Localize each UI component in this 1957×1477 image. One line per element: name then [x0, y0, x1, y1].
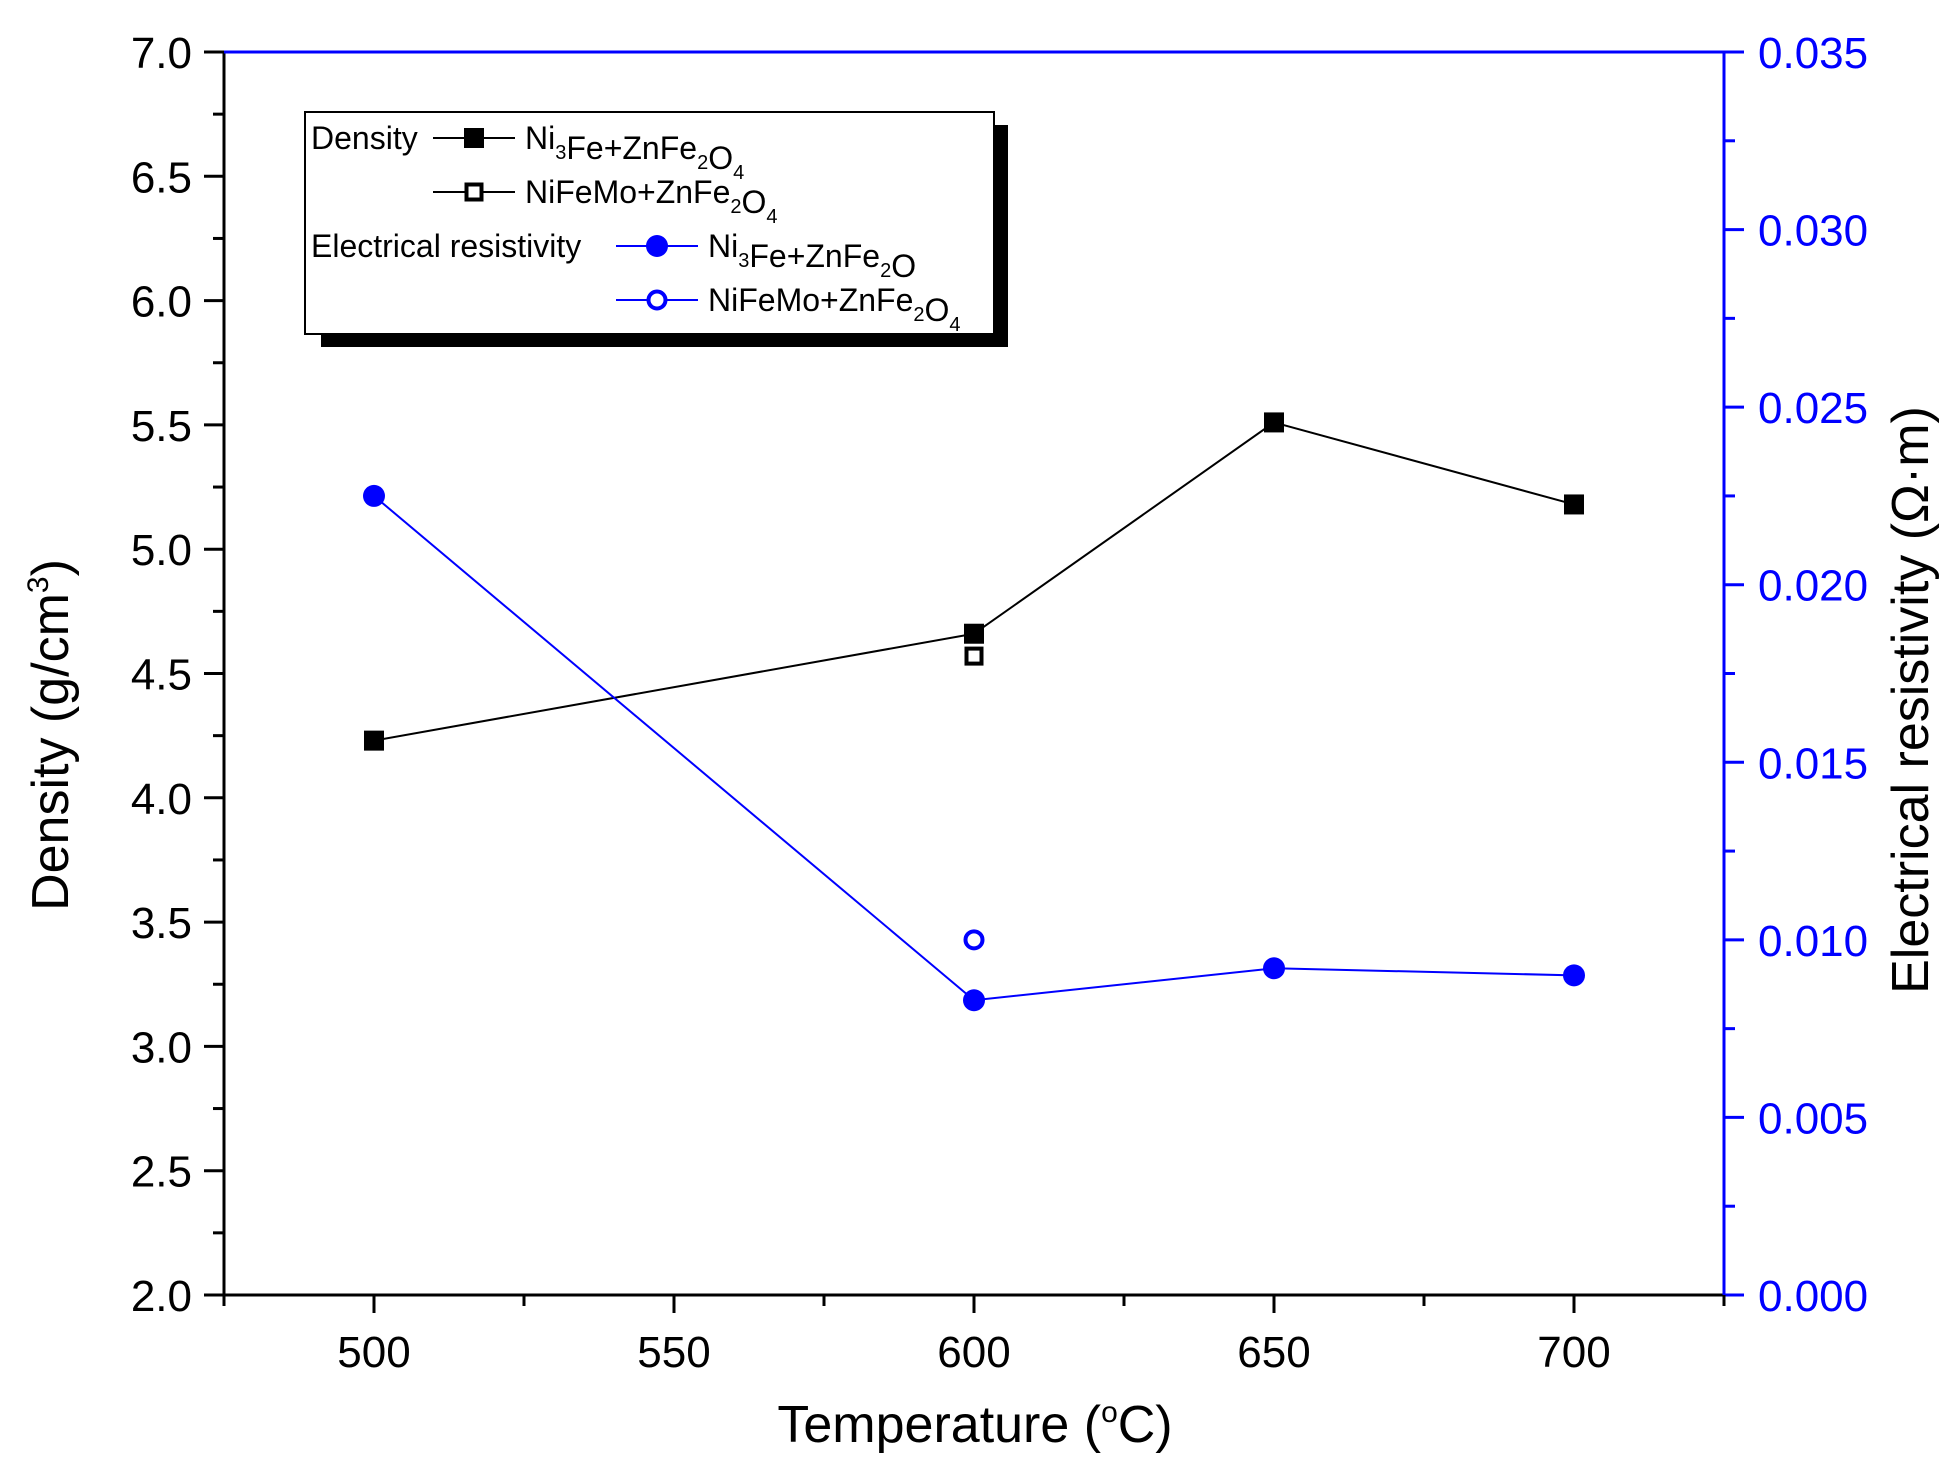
- data-point: [963, 989, 985, 1012]
- legend-label-part: Fe+ZnFe: [566, 130, 697, 166]
- x-tick-label: 500: [337, 1328, 410, 1377]
- legend-label-part: O: [742, 184, 767, 220]
- legend-label-part: Fe+ZnFe: [749, 238, 880, 274]
- data-point: [963, 929, 985, 951]
- axis-titles: Temperature (oC) Density (g/cm3) Electrica…: [22, 406, 1940, 1454]
- legend-label-part: NiFeMo+ZnFe: [525, 174, 730, 210]
- legend-label-part: O: [925, 292, 950, 328]
- data-point: [363, 484, 385, 507]
- right-tick-label: 0.020: [1758, 562, 1868, 611]
- x-axis-title-degree: o: [1101, 1396, 1118, 1429]
- data-point: [964, 646, 984, 666]
- data-point: [964, 623, 984, 644]
- legend-entry-label: NiFeMo+ZnFe2O4: [525, 174, 778, 228]
- data-point: [1264, 412, 1284, 433]
- right-tick-label: 0.015: [1758, 739, 1868, 788]
- legend-group-label: Density: [311, 120, 418, 156]
- right-axis-ticks: 0.000 0.005 0.010 0.015 0.020 0.025 0.030 0.035: [1724, 29, 1868, 1321]
- data-point: [646, 289, 668, 311]
- left-tick-label: 5.5: [131, 402, 192, 451]
- right-tick-label: 0.035: [1758, 29, 1868, 78]
- x-tick-label: 550: [637, 1328, 710, 1377]
- series-line: [373, 421, 1575, 742]
- legend-label-part: 2: [880, 260, 891, 282]
- legend-label-part: O: [708, 140, 733, 176]
- x-axis-title-main: Temperature (: [777, 1396, 1101, 1454]
- legend-label-part: 4: [733, 162, 744, 184]
- left-axis-title-main: Density (g/cm: [22, 593, 80, 911]
- series-layer: [363, 412, 1585, 1012]
- left-axis-title-close: ): [22, 559, 80, 576]
- legend-label-part: 2: [697, 152, 708, 174]
- x-axis-title-unit: C): [1118, 1396, 1173, 1454]
- left-tick-label: 6.0: [131, 278, 192, 327]
- legend-group-label: Electrical resistivity: [311, 228, 581, 264]
- legend-label-part: 3: [738, 250, 749, 272]
- left-tick-label: 5.0: [131, 526, 192, 575]
- left-tick-label: 6.5: [131, 153, 192, 202]
- data-point: [1564, 494, 1584, 515]
- left-tick-label: 4.5: [131, 651, 192, 700]
- legend-label-part: O: [891, 248, 916, 284]
- series-density-nifemo: [964, 646, 984, 666]
- legend-label-part: Ni: [525, 120, 555, 156]
- left-axis-title: Density (g/cm3): [22, 559, 80, 911]
- right-tick-label: 0.005: [1758, 1094, 1868, 1143]
- x-axis-ticks: 500 550 600 650 700: [222, 1295, 1726, 1377]
- legend-label-part: NiFeMo+ZnFe: [708, 282, 913, 318]
- right-tick-label: 0.030: [1758, 207, 1868, 256]
- x-axis-title: Temperature (oC): [777, 1396, 1172, 1454]
- left-tick-label: 7.0: [131, 29, 192, 78]
- legend-label-part: 4: [766, 206, 777, 228]
- series-resistivity-nifemo: [963, 929, 985, 951]
- legend-entry-label: NiFeMo+ZnFe2O4: [708, 282, 961, 336]
- data-point: [464, 182, 484, 202]
- series-line: [373, 495, 1575, 1002]
- legend-label-part: 2: [730, 196, 741, 218]
- data-point: [464, 128, 484, 148]
- left-tick-label: 2.5: [131, 1148, 192, 1197]
- legend-entry-label: Ni3Fe+ZnFe2O: [708, 228, 916, 284]
- legend-entry-label: Ni3Fe+ZnFe2O4: [525, 120, 744, 184]
- data-point: [1563, 964, 1585, 987]
- left-tick-label: 2.0: [131, 1272, 192, 1321]
- legend-label-part: 4: [949, 314, 960, 336]
- right-tick-label: 0.010: [1758, 917, 1868, 966]
- legend-label-part: 3: [555, 142, 566, 164]
- right-axis-title: Electrical resistivity (Ω·m): [1882, 406, 1940, 994]
- left-axis-ticks: 2.0 2.5 3.0 3.5 4.0 4.5 5.0 5.5 6.0 6.5 7.0: [131, 29, 224, 1321]
- series-density-ni3fe: [364, 412, 1584, 751]
- right-tick-label: 0.000: [1758, 1272, 1868, 1321]
- left-axis-title-sup: 3: [22, 576, 55, 593]
- data-point: [364, 730, 384, 751]
- left-tick-label: 4.0: [131, 775, 192, 824]
- data-point: [646, 235, 668, 257]
- right-tick-label: 0.025: [1758, 384, 1868, 433]
- x-tick-label: 600: [937, 1328, 1010, 1377]
- data-point: [1263, 957, 1285, 980]
- legend-label-part: 2: [913, 304, 924, 326]
- x-tick-label: 650: [1237, 1328, 1310, 1377]
- legend-label-part: Ni: [708, 228, 738, 264]
- series-resistivity-ni3fe: [363, 484, 1585, 1012]
- legend: Density Ni3Fe+ZnFe2O4NiFeMo+ZnFe2O4Electr…: [304, 111, 1008, 347]
- x-tick-label: 700: [1537, 1328, 1610, 1377]
- left-tick-label: 3.5: [131, 899, 192, 948]
- left-tick-label: 3.0: [131, 1023, 192, 1072]
